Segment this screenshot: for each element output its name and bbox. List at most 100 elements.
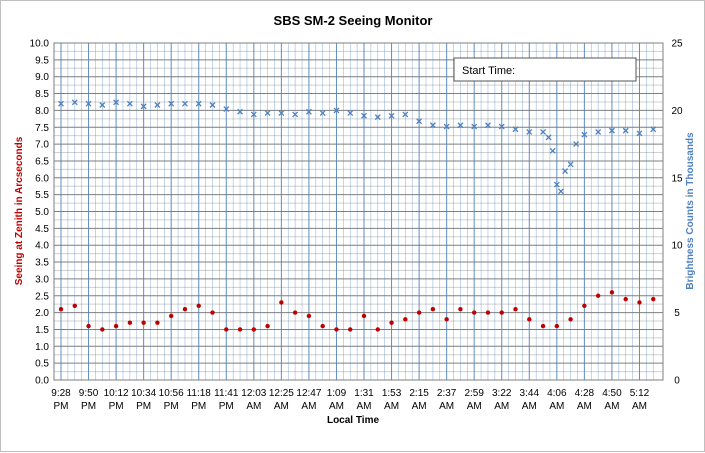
brightness-series xyxy=(58,99,657,195)
x-tick-label: 5:12 AM xyxy=(630,388,650,412)
brightness-point xyxy=(471,123,478,130)
seeing-point xyxy=(403,317,408,322)
seeing-point xyxy=(58,307,64,312)
y-right-tick-label: 5 xyxy=(674,308,680,319)
brightness-point xyxy=(305,108,312,115)
seeing-point xyxy=(582,303,587,309)
seeing-point xyxy=(416,310,422,315)
y-left-tick-label: 8.5 xyxy=(35,89,49,100)
y-right-tick-labels: 0 5 10 15 20 25 xyxy=(671,39,683,387)
seeing-point xyxy=(320,323,325,329)
seeing-point xyxy=(389,320,394,325)
x-tick-label: 4:50 AM xyxy=(602,388,622,412)
x-tick-label: 3:44 AM xyxy=(520,388,540,412)
brightness-point xyxy=(181,100,188,107)
brightness-point xyxy=(545,134,552,141)
brightness-point xyxy=(237,108,244,115)
brightness-point xyxy=(549,147,556,154)
y-left-tick-label: 1.5 xyxy=(35,325,49,336)
x-axis-title: Local Time xyxy=(327,415,379,426)
brightness-point xyxy=(650,126,657,133)
brightness-point xyxy=(278,110,285,117)
seeing-point xyxy=(651,296,656,302)
y-left-tick-label: 7.0 xyxy=(35,140,49,151)
grid xyxy=(54,42,663,381)
y-left-tick-label: 0.5 xyxy=(35,359,49,370)
x-tick-label: 9:28 PM xyxy=(51,388,71,412)
brightness-point xyxy=(58,100,64,107)
seeing-point xyxy=(251,327,257,332)
seeing-series xyxy=(58,290,656,332)
brightness-point xyxy=(443,123,450,130)
seeing-point xyxy=(168,313,174,319)
seeing-point xyxy=(568,317,573,322)
seeing-point xyxy=(210,310,215,315)
seeing-point xyxy=(554,323,560,329)
seeing-point xyxy=(72,303,77,309)
y-left-tick-label: 2.0 xyxy=(35,308,49,319)
x-tick-label: 1:31 AM xyxy=(354,388,374,412)
y-right-tick-label: 25 xyxy=(671,39,683,50)
brightness-point xyxy=(292,111,299,118)
brightness-point xyxy=(558,188,564,195)
x-tick-label: 4:28 AM xyxy=(575,388,595,412)
x-tick-label: 12:03 AM xyxy=(241,388,266,412)
y-left-tick-label: 0.0 xyxy=(35,376,49,387)
seeing-point xyxy=(513,307,518,312)
x-tick-label: 11:18 PM xyxy=(187,388,212,412)
seeing-point xyxy=(279,300,284,305)
brightness-point xyxy=(154,102,161,108)
brightness-point xyxy=(223,106,230,113)
brightness-point xyxy=(388,112,395,119)
seeing-point xyxy=(637,300,642,305)
y-left-tick-label: 9.0 xyxy=(35,72,49,83)
y-left-tick-label: 7.5 xyxy=(35,123,49,134)
y-left-tick-label: 8.0 xyxy=(35,106,49,117)
y-left-tick-label: 3.0 xyxy=(35,274,49,285)
seeing-point xyxy=(100,327,105,332)
y-right-axis-title: Brightness Counts in Thousands xyxy=(685,132,696,290)
y-left-tick-label: 4.0 xyxy=(35,241,49,252)
seeing-point xyxy=(609,290,615,295)
seeing-point xyxy=(237,327,243,332)
x-tick-label: 1:53 AM xyxy=(382,388,402,412)
brightness-point xyxy=(526,129,533,135)
brightness-point xyxy=(85,100,92,107)
brightness-point xyxy=(71,99,78,106)
y-left-tick-labels: 0.0 0.5 1.0 1.5 2.0 2.5 3.0 3.5 4.0 4.5 5.0 5.5 6.0 6… xyxy=(30,39,50,387)
seeing-point xyxy=(334,327,339,332)
brightness-point xyxy=(347,110,354,117)
y-left-axis-title: Seeing at Zenith in Arcseconds xyxy=(14,136,25,285)
y-right-tick-label: 15 xyxy=(671,173,683,184)
x-tick-label: 12:47 AM xyxy=(296,388,321,412)
start-time-label: Start Time: xyxy=(462,65,515,77)
brightness-point xyxy=(498,123,505,130)
y-right-tick-label: 20 xyxy=(671,106,683,117)
brightness-point xyxy=(512,126,519,133)
seeing-point xyxy=(224,327,229,332)
y-left-tick-label: 2.5 xyxy=(35,291,49,302)
brightness-point xyxy=(485,122,491,129)
seeing-point xyxy=(127,320,133,325)
x-tick-label: 2:15 AM xyxy=(409,388,429,412)
seeing-point xyxy=(348,327,353,332)
brightness-point xyxy=(402,111,409,118)
x-tick-label: 10:56 PM xyxy=(159,388,184,412)
brightness-point xyxy=(540,129,547,135)
seeing-point xyxy=(595,293,601,298)
start-time-box xyxy=(453,57,637,82)
y-left-tick-label: 9.5 xyxy=(35,55,49,66)
seeing-point xyxy=(86,323,91,329)
brightness-point xyxy=(250,111,257,118)
y-left-tick-label: 5.0 xyxy=(35,207,49,218)
seeing-point xyxy=(113,323,119,329)
brightness-point xyxy=(581,131,588,138)
seeing-point xyxy=(444,317,449,322)
seeing-point xyxy=(196,303,201,309)
x-tick-label: 12:25 AM xyxy=(269,388,294,412)
brightness-point xyxy=(209,102,216,108)
seeing-point xyxy=(623,296,628,302)
seeing-point xyxy=(265,323,270,329)
seeing-point xyxy=(499,310,504,315)
